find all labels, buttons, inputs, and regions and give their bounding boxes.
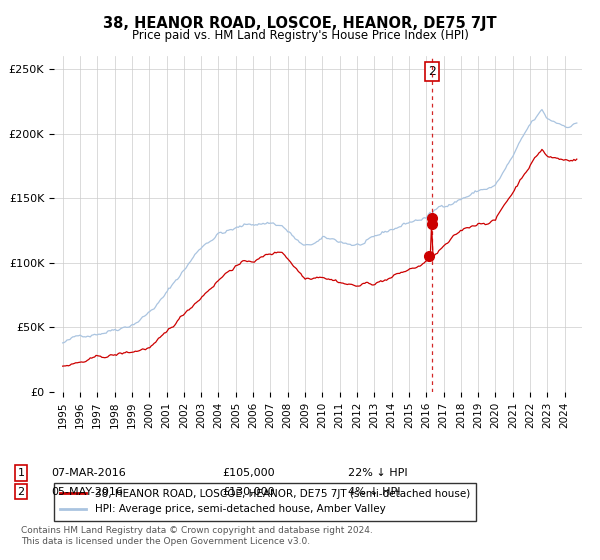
Text: 2: 2 xyxy=(428,65,436,78)
Text: 4% ↓ HPI: 4% ↓ HPI xyxy=(348,487,401,497)
Text: £130,000: £130,000 xyxy=(222,487,275,497)
Text: 07-MAR-2016: 07-MAR-2016 xyxy=(51,468,126,478)
Text: £105,000: £105,000 xyxy=(222,468,275,478)
Text: Contains HM Land Registry data © Crown copyright and database right 2024.
This d: Contains HM Land Registry data © Crown c… xyxy=(21,526,373,546)
Text: Price paid vs. HM Land Registry's House Price Index (HPI): Price paid vs. HM Land Registry's House … xyxy=(131,29,469,42)
Text: 1: 1 xyxy=(17,468,25,478)
Text: 2: 2 xyxy=(17,487,25,497)
Legend: 38, HEANOR ROAD, LOSCOE, HEANOR, DE75 7JT (semi-detached house), HPI: Average pr: 38, HEANOR ROAD, LOSCOE, HEANOR, DE75 7J… xyxy=(54,483,476,521)
Text: 05-MAY-2016: 05-MAY-2016 xyxy=(51,487,123,497)
Text: 22% ↓ HPI: 22% ↓ HPI xyxy=(348,468,407,478)
Text: 38, HEANOR ROAD, LOSCOE, HEANOR, DE75 7JT: 38, HEANOR ROAD, LOSCOE, HEANOR, DE75 7J… xyxy=(103,16,497,31)
